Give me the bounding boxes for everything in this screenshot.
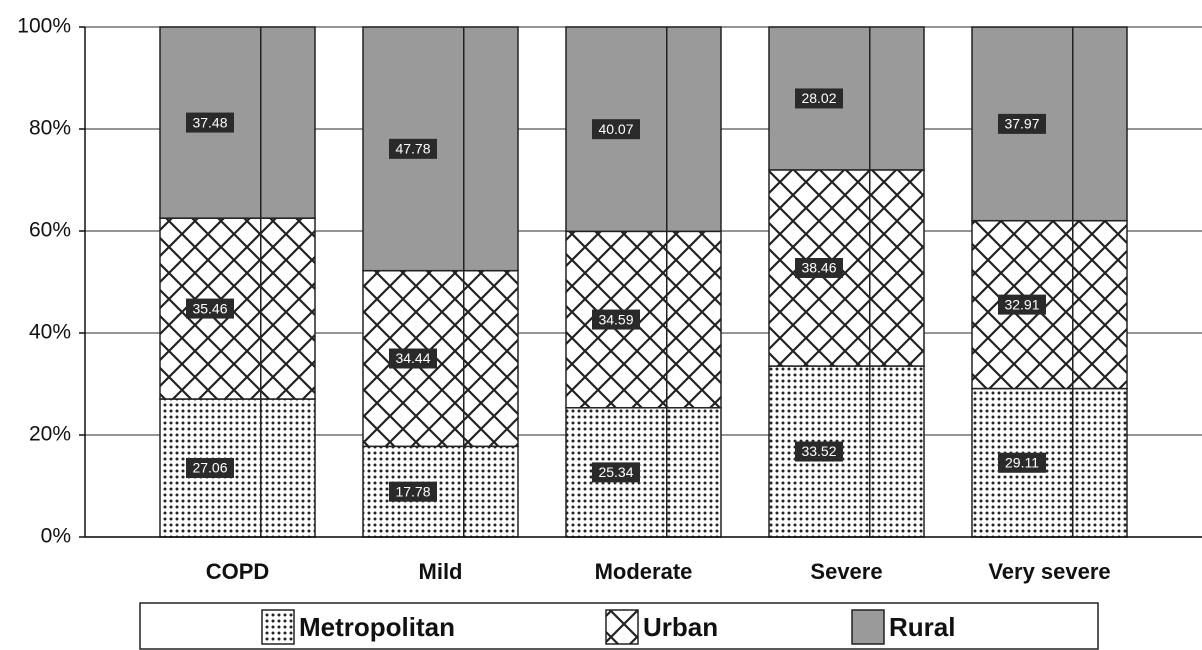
value-label-box xyxy=(186,112,234,133)
value-label: 25.34 xyxy=(598,464,633,480)
y-tick-label: 100% xyxy=(17,15,71,38)
bar-segment xyxy=(768,365,925,538)
y-tick-label: 60% xyxy=(29,219,71,242)
value-label-box xyxy=(998,452,1046,473)
value-label-box xyxy=(389,138,437,159)
bar-segment xyxy=(362,26,519,272)
bar-segment xyxy=(971,26,1128,222)
legend-label: Urban xyxy=(643,612,718,642)
value-label: 37.97 xyxy=(1004,116,1039,132)
bar-segment xyxy=(565,407,722,538)
value-label: 40.07 xyxy=(598,121,633,137)
value-label-box xyxy=(389,481,437,502)
value-label-box xyxy=(592,462,640,483)
value-label-box xyxy=(592,119,640,140)
value-label: 47.78 xyxy=(395,141,430,157)
bar-segment xyxy=(159,26,316,219)
x-tick-label: Severe xyxy=(810,559,882,584)
y-tick-label: 80% xyxy=(29,117,71,140)
value-label-box xyxy=(186,457,234,478)
legend-swatch xyxy=(851,609,885,645)
legend-swatch xyxy=(605,609,639,645)
value-label: 35.46 xyxy=(192,300,227,316)
legend-swatch xyxy=(261,609,295,645)
x-tick-label: COPD xyxy=(206,559,270,584)
value-label: 28.02 xyxy=(801,90,836,106)
bar-segment xyxy=(159,398,316,538)
bar-segment xyxy=(971,387,1128,538)
value-label-box xyxy=(998,294,1046,315)
y-tick-label: 0% xyxy=(41,525,71,548)
x-tick-label: Moderate xyxy=(595,559,693,584)
bar-segment xyxy=(971,219,1128,390)
value-label-box xyxy=(795,441,843,462)
value-label: 32.91 xyxy=(1004,296,1039,312)
value-label: 17.78 xyxy=(395,483,430,499)
bar-segment xyxy=(768,169,925,367)
x-tick-label: Mild xyxy=(419,559,463,584)
value-label-box xyxy=(795,88,843,109)
y-tick-label: 40% xyxy=(29,321,71,344)
value-label-box xyxy=(389,348,437,369)
value-label-box xyxy=(592,309,640,330)
bar-segment xyxy=(565,26,722,233)
value-label: 34.44 xyxy=(395,350,430,366)
y-tick-label: 20% xyxy=(29,423,71,446)
value-label: 27.06 xyxy=(192,460,227,476)
value-label: 29.11 xyxy=(1005,454,1039,470)
value-label: 34.59 xyxy=(598,311,633,327)
value-label-box xyxy=(795,257,843,278)
value-label: 37.48 xyxy=(192,114,227,130)
bar-segment xyxy=(159,217,316,400)
bar-segment xyxy=(362,269,519,448)
legend-label: Rural xyxy=(889,612,955,642)
legend-label: Metropolitan xyxy=(299,612,455,642)
value-label-box xyxy=(186,298,234,319)
value-label: 38.46 xyxy=(801,260,836,276)
bar-segment xyxy=(768,26,925,171)
value-label-box xyxy=(998,113,1046,134)
bar-segment xyxy=(362,445,519,538)
bar-segment xyxy=(565,230,722,409)
x-tick-label: Very severe xyxy=(988,559,1110,584)
value-label: 33.52 xyxy=(801,443,836,459)
